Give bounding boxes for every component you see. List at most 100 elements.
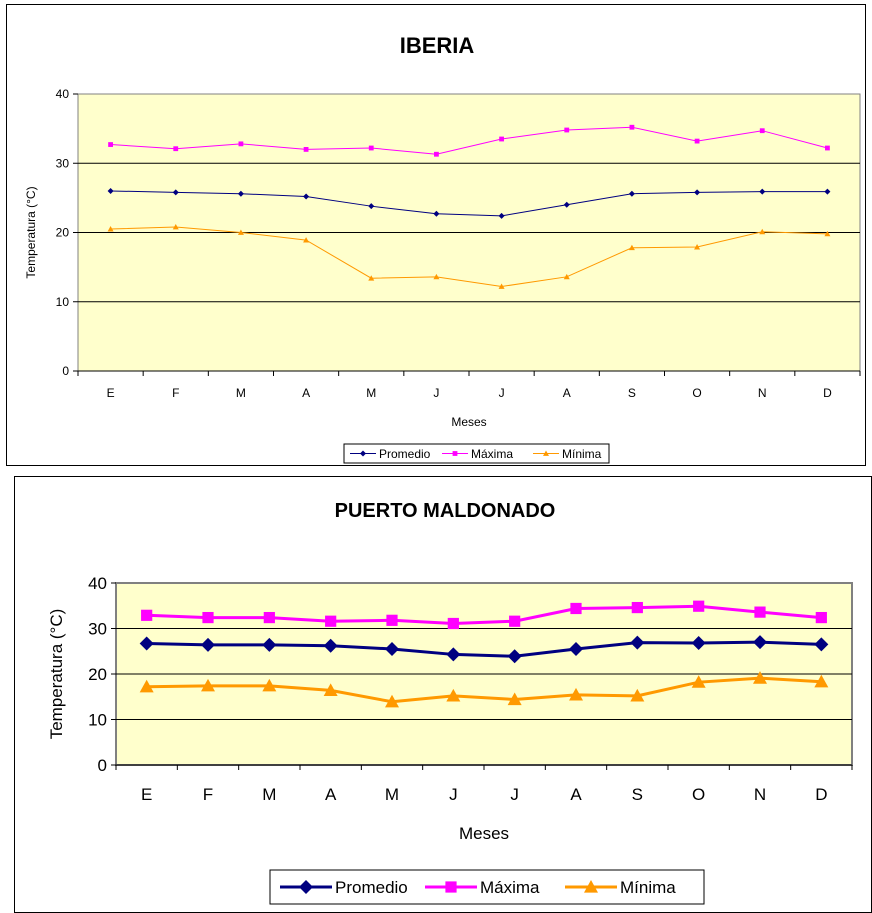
x-tick-label: J [510, 785, 518, 804]
series-maxima [108, 124, 830, 157]
data-point-promedio [628, 190, 635, 197]
data-point-maxima [631, 601, 643, 614]
y-tick-label: 20 [56, 226, 70, 240]
legend-marker-maxima [445, 881, 457, 893]
x-tick-label: D [823, 386, 832, 400]
x-tick-label: A [325, 785, 337, 804]
y-tick-label: 40 [56, 87, 70, 101]
data-point-maxima [564, 127, 570, 133]
data-point-promedio [139, 636, 154, 651]
chart-iberia-svg: IBERIA 0 10 20 30 40 E F M A M J J A S O N D Meses Temperat… [24, 33, 861, 464]
x-tick-label: J [433, 386, 439, 400]
x-tick-label: N [758, 386, 767, 400]
data-point-promedio [172, 189, 179, 196]
data-point-minima [107, 226, 114, 232]
data-point-promedio [694, 189, 701, 196]
legend-marker-minima [584, 880, 598, 893]
data-point-maxima [303, 147, 309, 152]
data-point-minima [563, 273, 570, 280]
legend: Promedio Máxima Mínima [343, 443, 610, 464]
data-point-promedio [385, 641, 399, 656]
series-promedio [139, 635, 829, 664]
data-point-minima [507, 692, 522, 706]
data-point-minima [323, 683, 338, 696]
series-promedio [107, 187, 831, 219]
data-point-minima [201, 678, 215, 692]
series-line-promedio [110, 190, 828, 217]
legend-label-maxima: Máxima [480, 878, 540, 897]
x-tick-label: A [570, 785, 582, 804]
data-point-minima [368, 275, 375, 281]
data-point-minima [237, 229, 244, 235]
data-point-maxima [108, 142, 113, 147]
x-tick-label: E [107, 386, 115, 400]
data-point-maxima [238, 141, 244, 147]
series-line-maxima [146, 604, 822, 625]
data-point-promedio [368, 203, 375, 210]
legend-marker-maxima [452, 451, 458, 456]
data-point-promedio [824, 188, 831, 195]
y-tick-label: 20 [88, 665, 107, 684]
chart-iberia: IBERIA 0 10 20 30 40 E F M A M J J A S O N D Meses Temperat… [6, 4, 866, 466]
data-point-minima [569, 687, 583, 701]
data-point-minima [139, 679, 154, 693]
data-point-promedio [814, 637, 829, 652]
data-point-promedio [107, 187, 114, 194]
x-tick-label: S [632, 785, 643, 804]
data-point-promedio [237, 190, 244, 197]
chart-title: IBERIA [400, 33, 475, 58]
x-tick-label: M [236, 386, 246, 400]
data-point-maxima [825, 145, 830, 151]
data-point-minima [262, 678, 277, 692]
data-point-maxima [173, 146, 179, 152]
data-point-maxima [499, 136, 504, 142]
data-point-minima [753, 671, 767, 684]
data-point-promedio [753, 635, 767, 650]
chart-puerto-maldonado: PUERTO MALDONADO 0 10 20 30 40 E F M A M J J A S O N D Mes… [14, 476, 872, 913]
series-minima [107, 223, 831, 289]
data-point-minima [630, 688, 645, 702]
data-point-maxima [141, 609, 153, 621]
y-axis-title: Temperatura (°C) [24, 186, 38, 278]
series-line-promedio [146, 640, 822, 658]
data-point-promedio [630, 635, 645, 650]
data-point-maxima [815, 611, 827, 624]
data-point-maxima [386, 614, 398, 626]
data-point-promedio [759, 188, 766, 195]
x-tick-label: M [385, 785, 399, 804]
data-point-promedio [563, 201, 570, 208]
x-tick-label: N [754, 785, 766, 804]
x-tick-label: J [449, 785, 458, 804]
series-line-minima [146, 676, 822, 704]
data-point-maxima [325, 615, 337, 627]
data-point-minima [628, 244, 635, 251]
legend-marker-minima [543, 450, 549, 456]
x-tick-label: M [262, 785, 276, 804]
legend-label-promedio: Promedio [335, 878, 408, 897]
data-point-maxima [434, 151, 439, 157]
data-point-promedio [433, 210, 440, 217]
data-point-promedio [691, 636, 706, 651]
data-point-minima [691, 675, 706, 688]
data-point-maxima [368, 145, 374, 151]
x-tick-label: J [499, 386, 505, 400]
data-point-maxima [570, 602, 582, 615]
data-point-maxima [629, 124, 635, 130]
data-point-promedio [498, 212, 505, 219]
legend-label-minima: Mínima [562, 447, 602, 461]
data-point-promedio [323, 638, 338, 653]
x-tick-label: S [628, 386, 636, 400]
data-point-maxima [202, 611, 214, 624]
data-point-maxima [759, 128, 765, 134]
data-point-minima [446, 688, 461, 702]
data-point-maxima [693, 600, 705, 612]
x-tick-label: F [172, 386, 179, 400]
data-point-maxima [263, 611, 275, 624]
data-point-minima [385, 694, 399, 708]
data-point-promedio [507, 649, 522, 664]
y-tick-label: 30 [56, 156, 70, 170]
y-tick-label: 0 [62, 364, 69, 378]
data-point-minima [433, 273, 440, 280]
legend-marker-promedio [360, 450, 366, 457]
data-point-promedio [262, 637, 277, 652]
